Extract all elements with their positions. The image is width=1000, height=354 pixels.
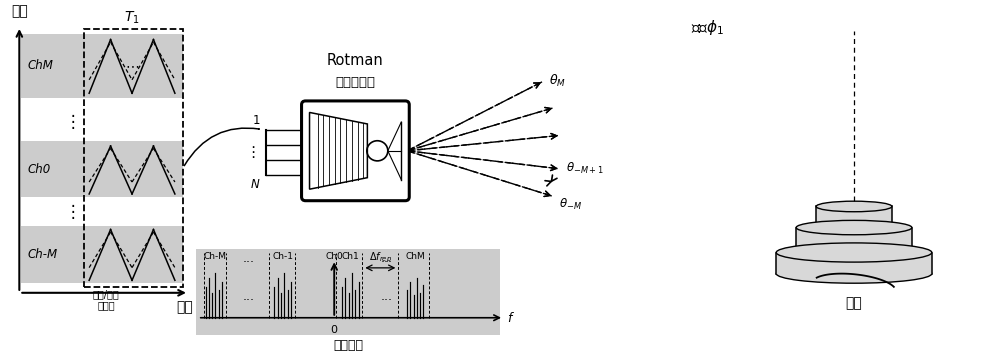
- Text: $\theta_{-M}$: $\theta_{-M}$: [559, 197, 582, 212]
- FancyBboxPatch shape: [302, 101, 409, 201]
- Text: ⋯: ⋯: [125, 59, 139, 73]
- Ellipse shape: [796, 240, 912, 254]
- Text: Ch-1: Ch-1: [272, 252, 293, 261]
- Bar: [21, 34, 183, 98]
- Text: ...: ...: [243, 290, 255, 303]
- Ellipse shape: [816, 218, 892, 229]
- FancyArrowPatch shape: [184, 128, 259, 166]
- Text: 光透镜天线: 光透镜天线: [335, 76, 375, 90]
- Text: 目标: 目标: [846, 297, 862, 311]
- Text: 时间: 时间: [176, 301, 193, 314]
- Text: Ch0: Ch0: [325, 252, 343, 261]
- Bar: [816, 206, 892, 224]
- Text: Ch0: Ch0: [27, 162, 51, 176]
- Bar: [776, 252, 932, 274]
- Text: ⋮: ⋮: [65, 203, 82, 221]
- Text: $\Delta f_{rep}$: $\Delta f_{rep}$: [369, 251, 392, 265]
- Text: Rotman: Rotman: [327, 53, 384, 68]
- Text: 1: 1: [253, 114, 261, 127]
- Text: ...: ...: [380, 290, 392, 303]
- Ellipse shape: [776, 264, 932, 283]
- Text: ChM: ChM: [27, 59, 53, 73]
- Text: 0: 0: [331, 325, 338, 336]
- Text: $T_1$: $T_1$: [124, 10, 140, 26]
- Text: ...: ...: [243, 252, 255, 264]
- Text: 差频信号: 差频信号: [333, 339, 363, 352]
- Bar: [21, 225, 183, 283]
- Text: $\theta_{-M+1}$: $\theta_{-M+1}$: [566, 161, 603, 177]
- Ellipse shape: [816, 201, 892, 212]
- Ellipse shape: [796, 221, 912, 235]
- Text: 频率: 频率: [11, 4, 28, 18]
- Text: ⋮: ⋮: [65, 113, 82, 131]
- Text: 参考/接收
光信号: 参考/接收 光信号: [93, 289, 119, 310]
- Ellipse shape: [776, 243, 932, 262]
- Text: Ch-M: Ch-M: [203, 252, 226, 261]
- Text: Ch1: Ch1: [342, 252, 359, 261]
- Text: $N$: $N$: [250, 178, 261, 191]
- Text: $f$: $f$: [507, 311, 515, 325]
- Bar: [196, 249, 500, 335]
- Text: ⋮: ⋮: [245, 145, 261, 160]
- Text: 角度$\phi_1$: 角度$\phi_1$: [691, 18, 724, 38]
- Text: Ch-M: Ch-M: [27, 248, 57, 261]
- Text: ChM: ChM: [405, 252, 425, 261]
- Bar: [21, 141, 183, 197]
- Bar: [796, 228, 912, 247]
- Text: $\theta_M$: $\theta_M$: [549, 73, 566, 89]
- Text: ...: ...: [380, 252, 392, 264]
